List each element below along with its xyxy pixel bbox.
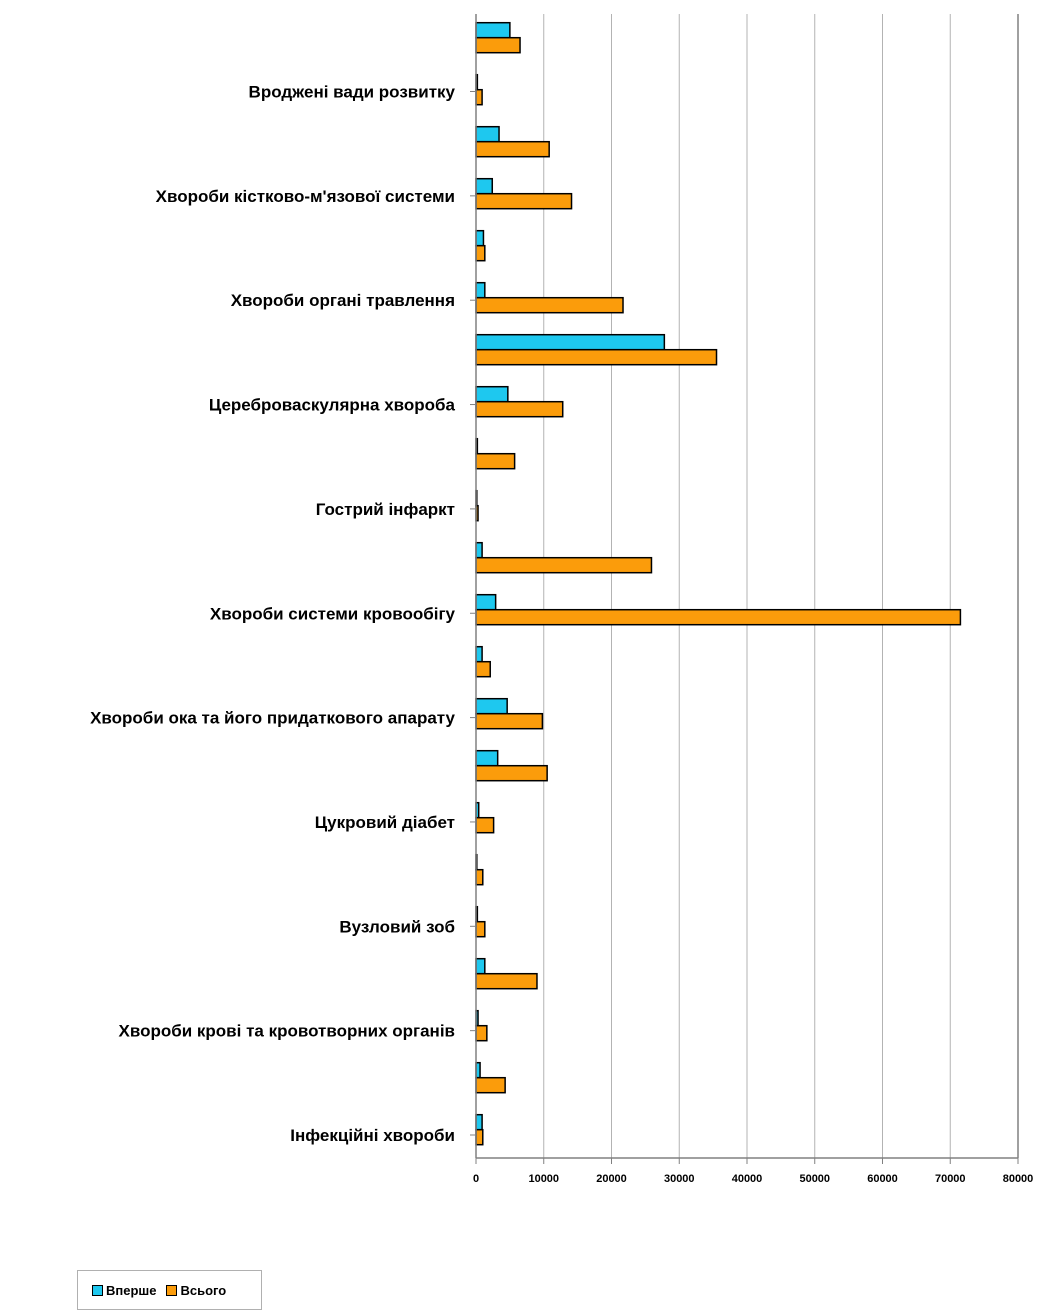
legend-item-vsogo: Всього xyxy=(166,1283,226,1298)
bar-vsogo xyxy=(475,1024,488,1042)
bar-vsogo xyxy=(475,660,491,678)
category-labels: Вроджені вади розвитку Хвороби кістково-м… xyxy=(90,83,455,1146)
category-label: Хвороби системи кровообігу xyxy=(210,604,456,623)
bar-vsogo xyxy=(475,140,550,158)
bar-vsogo xyxy=(475,296,624,314)
bar-vpershe xyxy=(475,749,499,767)
category-label: Інфекційні хвороби xyxy=(290,1126,455,1145)
bar-vpershe xyxy=(475,593,497,611)
axes xyxy=(470,14,1019,1164)
bar-vpershe xyxy=(475,645,483,663)
bars xyxy=(475,21,962,1146)
bar-vsogo xyxy=(475,920,486,938)
bar-vsogo xyxy=(475,608,962,626)
legend-label-vpershe: Вперше xyxy=(106,1282,157,1298)
legend: Вперше Всього xyxy=(77,1270,262,1310)
bar-vpershe xyxy=(475,125,500,143)
bar-vsogo xyxy=(475,868,484,886)
bar-vsogo xyxy=(475,452,516,470)
category-label: Хвороби ока та його придаткового апарату xyxy=(90,709,455,728)
bar-vsogo xyxy=(475,972,538,990)
bar-vpershe xyxy=(475,21,511,39)
bar-vsogo xyxy=(475,1076,506,1094)
bar-vpershe xyxy=(475,281,486,299)
bar-vpershe xyxy=(475,177,494,195)
bar-vpershe xyxy=(475,229,485,247)
legend-label-vsogo: Всього xyxy=(180,1282,227,1298)
x-tick-label: 20000 xyxy=(596,1173,627,1185)
gridlines xyxy=(543,14,1019,1158)
x-tick-label: 30000 xyxy=(664,1173,695,1185)
legend-swatch-vsogo xyxy=(166,1284,178,1296)
x-tick-label: 70000 xyxy=(935,1173,966,1185)
x-tick-label: 10000 xyxy=(528,1173,559,1185)
x-tick-labels: 0 10000 20000 30000 40000 50000 60000 70000 8000… xyxy=(473,1173,1033,1185)
bar-vsogo xyxy=(475,88,483,106)
category-label: Цереброваскулярна хвороба xyxy=(209,396,456,415)
legend-swatch-vpershe xyxy=(92,1284,103,1296)
category-label: Хвороби крові та кровотворних органів xyxy=(119,1022,456,1041)
bar-vsogo xyxy=(475,244,486,262)
x-tick-label: 50000 xyxy=(799,1173,830,1185)
bar-vpershe xyxy=(475,541,483,559)
bar-vpershe xyxy=(475,385,509,403)
x-tick-label: 80000 xyxy=(1003,1173,1034,1185)
bar-vpershe xyxy=(475,957,486,975)
category-label: Хвороби кістково-м'язової системи xyxy=(156,187,455,206)
bar-vpershe xyxy=(475,1113,483,1131)
bar-vsogo xyxy=(475,192,573,210)
bar-vsogo xyxy=(475,816,495,834)
x-tick-label: 60000 xyxy=(867,1173,898,1185)
legend-item-vpershe: Вперше xyxy=(92,1283,156,1298)
bar-vsogo xyxy=(475,712,544,730)
category-label: Гострий інфаркт xyxy=(316,500,455,519)
bar-vsogo xyxy=(475,556,653,574)
bar-vsogo xyxy=(475,1128,484,1146)
bar-vsogo xyxy=(475,764,548,782)
x-tick-label: 40000 xyxy=(732,1173,763,1185)
category-label: Вузловий зоб xyxy=(339,917,455,936)
x-tick-label: 0 xyxy=(473,1173,479,1185)
category-label: Хвороби органі травлення xyxy=(231,291,455,310)
category-label: Вроджені вади розвитку xyxy=(249,83,456,102)
bar-vpershe xyxy=(475,697,508,715)
bar-vsogo xyxy=(475,348,718,366)
bar-vsogo xyxy=(475,36,521,54)
bar-vpershe xyxy=(475,333,666,351)
bar-vsogo xyxy=(475,400,564,418)
category-label: Цукровий діабет xyxy=(315,813,455,832)
